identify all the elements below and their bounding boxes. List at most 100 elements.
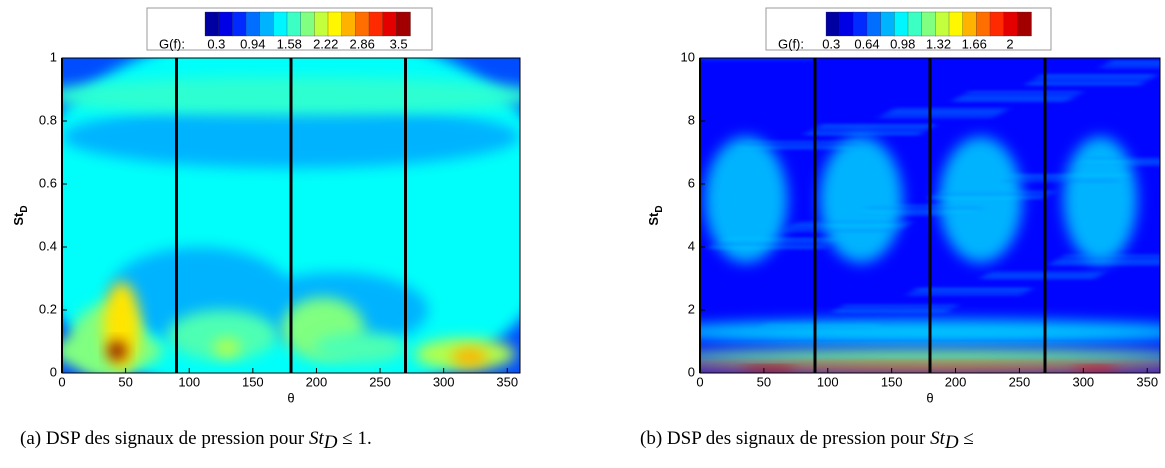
y-tick-label: 4 (688, 238, 695, 253)
field-streak (741, 143, 857, 146)
colorbar-band (300, 11, 315, 37)
colorbar-tick-label: 2 (1006, 36, 1013, 51)
y-tick-label: 0.6 (39, 175, 57, 190)
colorbar-tick-label: 2.86 (350, 36, 375, 51)
colorbar-band (232, 11, 247, 37)
colorbar-band (327, 11, 343, 37)
x-axis-label: θ (926, 390, 933, 405)
colorbar-band (341, 11, 356, 37)
colorbar-band (355, 11, 370, 37)
colorbar-band (825, 11, 841, 37)
heatmap-field (700, 58, 1160, 373)
x-tick-label: 50 (118, 374, 132, 389)
field-streak (962, 94, 1078, 97)
x-tick-label: 100 (817, 374, 839, 389)
field-streak (907, 293, 1022, 296)
colorbar-band (880, 11, 895, 37)
field-streak (718, 240, 834, 243)
y-tick-label: 8 (688, 112, 695, 127)
colorbar-band (921, 11, 936, 37)
field-streak (796, 221, 912, 224)
caption-text: (b) DSP des signaux de pression pour (640, 428, 930, 449)
colorbar-band (839, 11, 854, 37)
field-streak (1012, 174, 1128, 177)
field-blob (107, 341, 127, 361)
field-streak (980, 276, 1096, 279)
field-streak (1104, 63, 1160, 66)
field-streak (856, 213, 972, 216)
field-streak (893, 107, 1009, 110)
field-streak (879, 116, 995, 119)
field-streak (700, 58, 815, 60)
caption-rest: ≤ (959, 428, 974, 449)
colorbar-band (259, 11, 274, 37)
colorbar-tick-label: 0.94 (240, 36, 265, 51)
colorbar-band (1017, 11, 1032, 37)
field-streak (916, 288, 1032, 291)
field-streak (1058, 257, 1160, 260)
x-tick-label: 350 (1136, 374, 1158, 389)
y-axis-label: StD (11, 205, 29, 225)
y-label-main: St (646, 212, 661, 226)
field-streak (1049, 263, 1160, 266)
field-blob (819, 136, 903, 263)
colorbar-band (989, 11, 1005, 37)
field-streak (989, 271, 1105, 274)
x-tick-label: 350 (496, 374, 518, 389)
x-tick-label: 300 (433, 374, 455, 389)
colorbar-band (1003, 11, 1018, 37)
field-streak (769, 321, 884, 324)
caption-text: (a) DSP des signaux de pression pour (20, 428, 309, 449)
field-streak (838, 307, 953, 310)
x-tick-label: 250 (369, 374, 391, 389)
colorbar-band (907, 11, 923, 37)
colorbar-band (866, 11, 882, 37)
colorbar-band (286, 11, 302, 37)
x-tick-label: 200 (945, 374, 967, 389)
caption-sub: D (323, 432, 338, 453)
y-label-main: St (11, 212, 26, 226)
x-tick-label: 100 (178, 374, 200, 389)
colorbar-band (935, 11, 950, 37)
field-blob (1072, 366, 1119, 373)
field-streak (953, 99, 1068, 102)
y-tick-label: 6 (688, 175, 695, 190)
field-streak (746, 141, 861, 144)
field-blob (704, 136, 788, 263)
field-streak (842, 304, 958, 307)
y-label-sub: D (654, 205, 665, 212)
field-blob (741, 366, 797, 373)
colorbar-tick-label: 0.3 (822, 36, 840, 51)
field-streak (1031, 80, 1147, 83)
colorbar-tick-label: 0.3 (207, 36, 225, 51)
field-streak (1109, 60, 1160, 63)
field-streak (985, 274, 1101, 277)
field-streak (911, 290, 1027, 293)
y-tick-label: 1 (50, 49, 57, 64)
field-streak (815, 127, 930, 130)
colorbar-tick-label: 3.5 (390, 36, 408, 51)
field-blob (939, 136, 1022, 263)
caption-math: St (309, 428, 325, 449)
field-streak (713, 243, 829, 246)
field-streak (792, 224, 907, 227)
field-streak (884, 113, 999, 116)
y-label-sub: D (19, 205, 30, 212)
field-streak (1054, 260, 1160, 263)
field-blob (167, 310, 278, 361)
x-tick-label: 150 (881, 374, 903, 389)
colorbar-band (273, 11, 288, 37)
chart: 0 50 100 150 200 250 300 35000.20.40.60.81θStDG… (11, 7, 521, 453)
field-streak (1086, 157, 1160, 160)
field-streak (810, 130, 926, 133)
y-tick-label: 0 (688, 364, 695, 379)
y-tick-label: 0.2 (39, 301, 57, 316)
field-streak (865, 207, 981, 210)
colorbar-band (396, 11, 411, 37)
field-streak (1035, 77, 1151, 80)
colorbar-band (382, 11, 397, 37)
field-streak (759, 326, 875, 329)
field-streak (723, 238, 838, 241)
caption: (b) DSP des signaux de pression pour StD… (640, 428, 974, 453)
